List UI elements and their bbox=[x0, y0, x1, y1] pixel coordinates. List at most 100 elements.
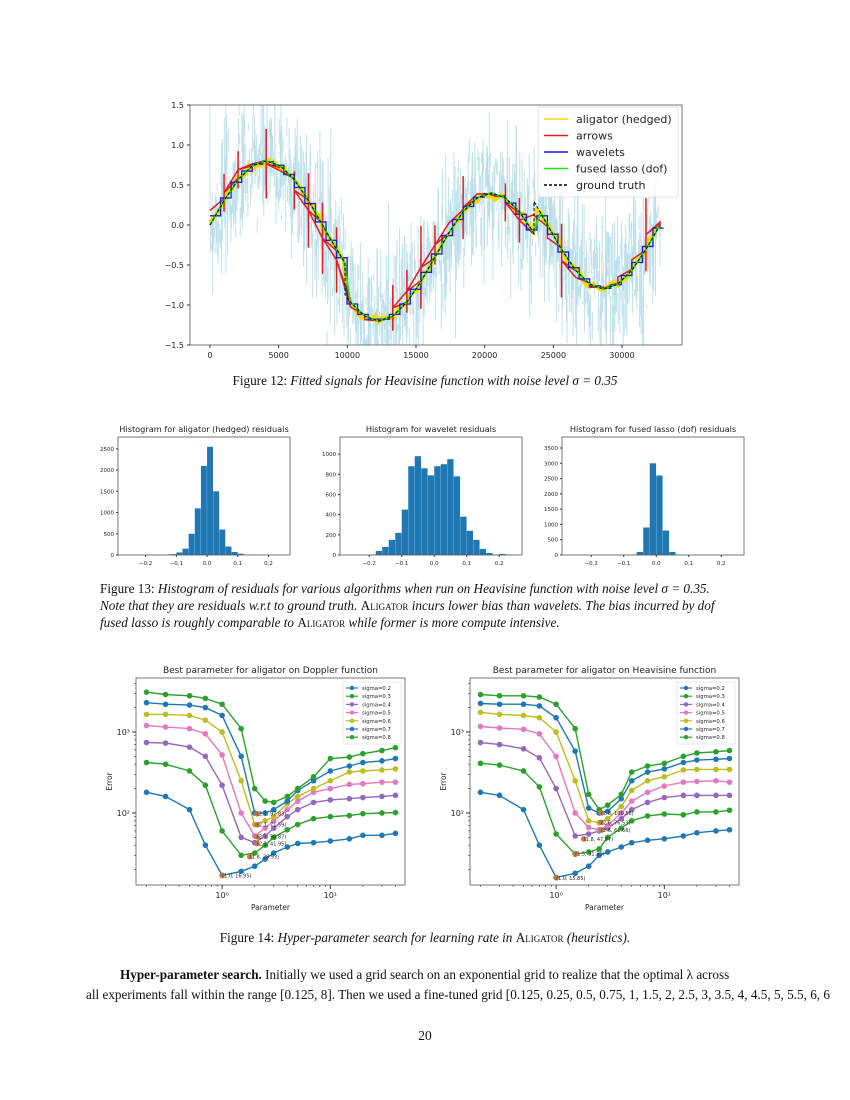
minimum-annotation: (1.5, 31.50) bbox=[575, 852, 604, 858]
series-wavelets bbox=[209, 160, 664, 320]
data-point bbox=[379, 747, 385, 754]
data-point bbox=[310, 785, 317, 792]
data-point bbox=[262, 842, 268, 848]
data-point bbox=[360, 750, 366, 757]
aligator-name: Aligator bbox=[297, 615, 346, 630]
histogram-title: Histogram for aligator (hedged) residual… bbox=[119, 424, 288, 434]
histogram-bar bbox=[447, 459, 454, 555]
data-point bbox=[392, 830, 399, 837]
data-point bbox=[604, 808, 611, 815]
data-point bbox=[202, 782, 209, 789]
minimum-marker bbox=[254, 810, 260, 817]
legend-marker bbox=[349, 685, 355, 691]
figure-13-caption: Figure 13: Histogram of residuals for va… bbox=[100, 580, 850, 631]
histogram-bar bbox=[486, 552, 493, 555]
data-point bbox=[270, 818, 277, 824]
legend-label: sigma=0.8 bbox=[362, 735, 391, 741]
data-point bbox=[392, 744, 399, 751]
data-point bbox=[536, 784, 543, 790]
data-point bbox=[294, 793, 301, 800]
data-point bbox=[585, 818, 592, 824]
data-point bbox=[327, 813, 334, 820]
data-point bbox=[694, 757, 700, 763]
data-point bbox=[644, 777, 651, 784]
minimum-annotation: (1.8, 28.93) bbox=[250, 855, 279, 861]
y-axis-label: Error bbox=[439, 771, 448, 790]
data-point bbox=[143, 722, 150, 729]
data-point bbox=[726, 747, 733, 754]
data-point bbox=[572, 810, 578, 816]
data-point bbox=[661, 835, 668, 842]
data-point bbox=[310, 777, 317, 784]
data-point bbox=[644, 837, 651, 844]
data-point bbox=[694, 750, 700, 756]
data-point bbox=[219, 752, 225, 758]
x-tick-label: 10¹ bbox=[324, 891, 337, 900]
data-point bbox=[251, 863, 258, 870]
histogram-bar bbox=[231, 552, 238, 555]
data-point bbox=[661, 811, 668, 817]
x-tick-label: 0.1 bbox=[233, 561, 242, 567]
y-tick-label: 500 bbox=[548, 538, 559, 544]
data-point bbox=[572, 833, 578, 839]
x-tick-label: −0.1 bbox=[617, 561, 630, 567]
paragraph-heading: Hyper-parameter search. bbox=[120, 967, 262, 982]
data-point bbox=[553, 714, 559, 721]
data-point bbox=[628, 769, 635, 775]
data-point bbox=[644, 789, 651, 796]
data-point bbox=[327, 755, 334, 762]
histogram-bar bbox=[219, 529, 226, 555]
data-point bbox=[284, 844, 291, 850]
legend-label: sigma=0.5 bbox=[696, 711, 725, 717]
legend-marker bbox=[683, 702, 689, 707]
data-point bbox=[143, 789, 150, 796]
data-point bbox=[726, 779, 733, 785]
legend-marker bbox=[683, 726, 689, 732]
histogram-title: Histogram for wavelet residuals bbox=[366, 424, 496, 434]
data-point bbox=[694, 792, 700, 799]
data-point bbox=[219, 729, 225, 735]
data-point bbox=[270, 799, 277, 806]
x-tick-label: 0.0 bbox=[652, 561, 661, 567]
data-point bbox=[284, 793, 291, 800]
data-point bbox=[477, 723, 484, 730]
y-tick-label: 0.5 bbox=[171, 181, 184, 190]
caption-line: while former is more compute intensive. bbox=[348, 615, 560, 630]
data-point bbox=[553, 729, 559, 735]
data-point bbox=[713, 766, 719, 773]
data-point bbox=[585, 791, 592, 798]
data-point bbox=[496, 792, 503, 799]
minimum-annotation: (1.0, 16.95) bbox=[222, 873, 251, 879]
histogram-bar bbox=[375, 550, 383, 555]
data-point bbox=[162, 740, 169, 746]
data-point bbox=[644, 769, 651, 775]
data-point bbox=[713, 809, 719, 815]
data-point bbox=[202, 730, 209, 737]
data-point bbox=[238, 810, 244, 816]
y-tick-label: 1.0 bbox=[171, 141, 184, 150]
y-tick-label: 1000 bbox=[100, 511, 114, 517]
data-point bbox=[726, 792, 733, 799]
data-point bbox=[618, 810, 625, 816]
data-point bbox=[202, 695, 209, 702]
data-point bbox=[284, 826, 291, 833]
caption-line: Histogram of residuals for various algor… bbox=[157, 581, 710, 596]
x-tick-label: 0.1 bbox=[462, 561, 471, 567]
y-tick-label: −1.5 bbox=[165, 341, 184, 350]
parameter-search-heavisine-chart: Best parameter for aligator on Heavisine… bbox=[439, 666, 740, 912]
data-point bbox=[520, 806, 527, 813]
caption-line: incurs lower bias than wavelets. The bia… bbox=[411, 598, 715, 613]
data-point bbox=[262, 810, 268, 816]
data-point bbox=[360, 780, 366, 787]
data-point bbox=[477, 709, 484, 716]
axes-frame bbox=[135, 677, 406, 886]
x-tick-label: −0.1 bbox=[170, 561, 183, 567]
legend-label: sigma=0.7 bbox=[362, 727, 391, 733]
x-tick-label: 0 bbox=[207, 351, 212, 360]
data-point bbox=[604, 802, 611, 808]
histogram-bar bbox=[182, 548, 189, 555]
data-point bbox=[143, 689, 150, 695]
data-point bbox=[680, 767, 687, 773]
histogram-wavelet-residuals: Histogram for wavelet residuals −0.2 −0.1 0… bbox=[322, 424, 523, 567]
